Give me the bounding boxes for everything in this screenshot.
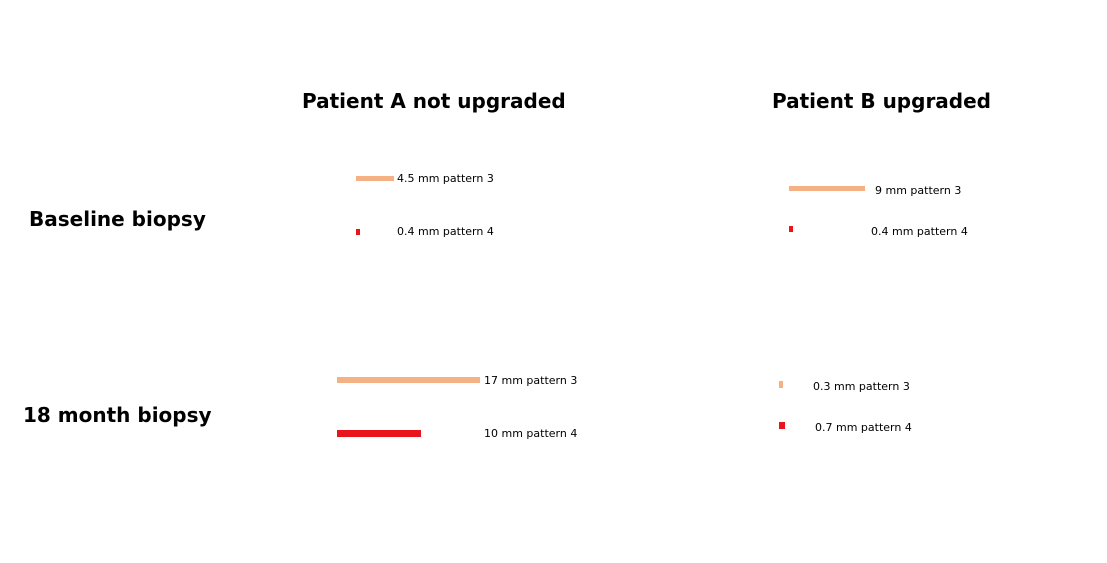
label-b-18month-pattern4: 0.7 mm pattern 4 [815, 421, 912, 434]
column-heading-patient-b: Patient B upgraded [772, 89, 991, 113]
bar-a-baseline-pattern3 [356, 176, 394, 181]
label-a-baseline-pattern3: 4.5 mm pattern 3 [397, 172, 494, 185]
bar-a-18month-pattern4 [337, 430, 421, 437]
column-heading-patient-a: Patient A not upgraded [302, 89, 566, 113]
label-a-18month-pattern4: 10 mm pattern 4 [484, 427, 578, 440]
label-b-baseline-pattern3: 9 mm pattern 3 [875, 184, 962, 197]
label-b-18month-pattern3: 0.3 mm pattern 3 [813, 380, 910, 393]
bar-a-baseline-pattern4 [356, 229, 360, 235]
label-b-baseline-pattern4: 0.4 mm pattern 4 [871, 225, 968, 238]
bar-a-18month-pattern3 [337, 377, 480, 383]
row-heading-baseline: Baseline biopsy [29, 207, 206, 231]
bar-b-18month-pattern4 [779, 422, 785, 429]
bar-b-baseline-pattern3 [789, 186, 865, 191]
bar-b-18month-pattern3 [779, 381, 783, 388]
row-heading-18-month: 18 month biopsy [23, 403, 212, 427]
label-a-18month-pattern3: 17 mm pattern 3 [484, 374, 578, 387]
bar-b-baseline-pattern4 [789, 226, 793, 232]
label-a-baseline-pattern4: 0.4 mm pattern 4 [397, 225, 494, 238]
